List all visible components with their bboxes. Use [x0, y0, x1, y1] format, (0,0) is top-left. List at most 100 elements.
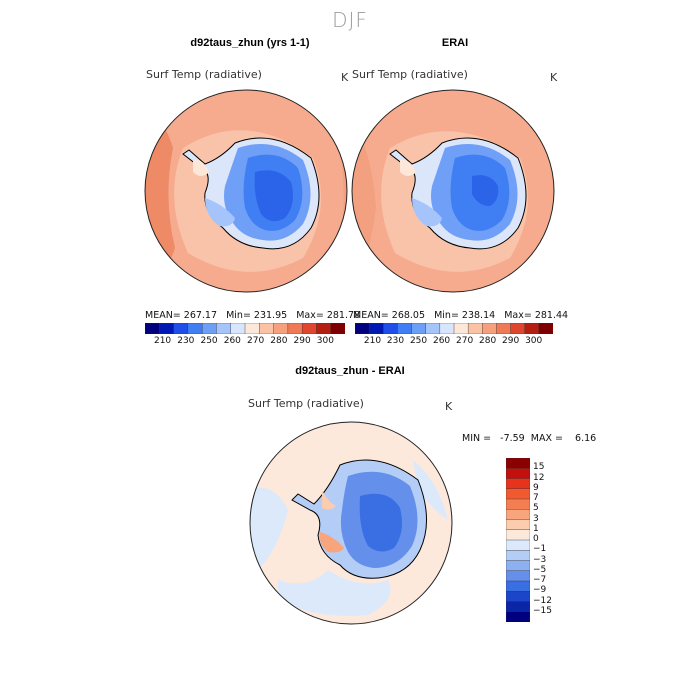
obs-stats: MEAN= 268.05 Min= 238.14 Max= 281.44 [353, 310, 569, 321]
colorbar-tick-label: 210 [363, 336, 382, 346]
diff-colorbar-tick-label: 3 [533, 513, 539, 524]
diff-colorbar-swatch-10 [506, 560, 530, 572]
diff-colorbar-tick-label: −7 [533, 575, 547, 585]
colorbar-swatch-1-9 [273, 323, 289, 334]
diff-colorbar-swatch-1 [506, 468, 530, 480]
diff-variable-label: Surf Temp (radiative) [248, 397, 364, 410]
model-colorbar-ticks: 210 230 250 260 270 280 290 300 [145, 336, 345, 348]
diff-polar-map [249, 421, 453, 625]
colorbar-tick-label: 230 [177, 336, 195, 346]
colorbar-swatch-1-1 [159, 323, 175, 334]
model-variable-label: Surf Temp (radiative) [146, 68, 262, 81]
diff-colorbar-tick-label: −1 [533, 544, 547, 555]
obs-polar-map [351, 89, 555, 293]
diff-colorbar-swatch-15 [506, 611, 530, 622]
diff-colorbar-swatch-9 [506, 550, 530, 562]
diff-colorbar-tick-label: 7 [533, 493, 539, 503]
colorbar-swatch-1-8 [259, 323, 275, 334]
colorbar-tick-label: 280 [479, 336, 497, 346]
obs-units-label: K [550, 71, 558, 84]
colorbar-tick-label: 290 [293, 336, 311, 346]
diff-colorbar-swatch-8 [506, 539, 530, 551]
diff-colorbar-tick-label: −3 [533, 554, 547, 565]
diff-stats: MIN = -7.59 MAX = 6.16 [462, 433, 597, 444]
obs-ice-cold-3 [472, 175, 499, 206]
obs-colorbar-ticks: 210 230 250 260 270 280 290 300 [355, 336, 553, 348]
colorbar-swatch-2-12 [524, 323, 540, 334]
model-peninsula-tip [193, 159, 209, 176]
diff-colorbar-tick-label: 15 [533, 462, 545, 473]
colorbar-tick-label: 270 [456, 336, 474, 346]
colorbar-swatch-1-13 [330, 323, 345, 334]
colorbar-swatch-2-11 [510, 323, 526, 334]
diff-colorbar-ticks: 15 12 9 7 5 3 1 0 −1 −3 −5 −7 −9 −12 −15 [533, 458, 573, 622]
diff-units-label: K [445, 400, 453, 413]
diff-colorbar-swatch-6 [506, 519, 530, 531]
colorbar-swatch-2-7 [453, 323, 469, 334]
diff-colorbar-swatch-11 [506, 570, 530, 582]
colorbar-swatch-1-12 [316, 323, 332, 334]
diff-colorbar-swatch-3 [506, 488, 530, 500]
diff-ross-warm-bias [319, 532, 344, 553]
diff-peninsula-warm [322, 490, 336, 510]
colorbar-swatch-2-5 [425, 323, 441, 334]
model-units-label: K [341, 71, 349, 84]
colorbar-swatch-2-0 [355, 323, 370, 334]
diff-colorbar-swatch-5 [506, 509, 530, 521]
diff-colorbar-swatch-14 [506, 601, 530, 613]
colorbar-tick-label: 250 [409, 336, 428, 346]
colorbar-swatch-2-9 [482, 323, 498, 334]
diff-colorbar-swatch-7 [506, 529, 530, 541]
colorbar-swatch-2-8 [467, 323, 483, 334]
colorbar-tick-label: 210 [153, 336, 172, 346]
diff-colorbar-tick-label: −15 [533, 605, 552, 616]
colorbar-swatch-1-7 [244, 323, 260, 334]
colorbar-swatch-1-3 [187, 323, 203, 334]
colorbar-swatch-1-6 [230, 323, 246, 334]
obs-peninsula-tip [400, 159, 416, 176]
colorbar-swatch-1-2 [173, 323, 189, 334]
diff-colorbar-tick-label: 5 [533, 503, 539, 514]
colorbar-swatch-1-0 [145, 323, 160, 334]
diff-colorbar-swatch-0 [506, 458, 530, 469]
colorbar-swatch-2-1 [368, 323, 384, 334]
diff-colorbar-tick-label: 1 [533, 523, 539, 534]
diff-colorbar-tick-label: −9 [533, 585, 547, 596]
colorbar-swatch-2-2 [383, 323, 399, 334]
diff-ice-bias-2 [359, 493, 402, 552]
colorbar-tick-label: 230 [386, 336, 405, 346]
colorbar-tick-label: 260 [223, 336, 241, 346]
obs-ross-shelf [412, 198, 442, 227]
diff-cool-south [278, 570, 391, 616]
diff-colorbar-tick-label: 0 [533, 534, 539, 544]
model-stats: MEAN= 267.17 Min= 231.95 Max= 281.78 [145, 310, 361, 321]
colorbar-tick-label: 250 [200, 336, 218, 346]
model-ice-cold-3 [254, 170, 293, 222]
colorbar-tick-label: 280 [270, 336, 288, 346]
colorbar-swatch-2-6 [439, 323, 455, 334]
colorbar-tick-label: 300 [525, 336, 543, 346]
obs-panel-title: ERAI [441, 37, 469, 49]
colorbar-swatch-2-4 [411, 323, 427, 334]
obs-colorbar [355, 323, 553, 334]
diff-colorbar-swatch-2 [506, 478, 530, 490]
diff-colorbar-swatch-4 [506, 498, 530, 510]
colorbar-swatch-1-11 [301, 323, 318, 334]
diff-colorbar-tick-label: −5 [533, 564, 547, 575]
model-polar-map [144, 89, 348, 293]
figure-super-title: DJF [332, 8, 368, 32]
model-panel-title: d92taus_zhun (yrs 1-1) [190, 37, 310, 49]
diff-cool-west [250, 487, 288, 570]
colorbar-tick-label: 300 [316, 336, 334, 346]
obs-variable-label: Surf Temp (radiative) [352, 68, 468, 81]
colorbar-swatch-1-5 [216, 323, 232, 334]
colorbar-swatch-1-4 [201, 323, 218, 334]
colorbar-swatch-1-10 [287, 323, 303, 334]
colorbar-swatch-2-13 [538, 323, 553, 334]
diff-colorbar-swatch-13 [506, 591, 530, 603]
diff-colorbar [506, 458, 530, 622]
diff-cool-east [413, 460, 448, 520]
model-colorbar [145, 323, 345, 334]
diff-panel-title: d92taus_zhun - ERAI [295, 365, 405, 377]
colorbar-tick-label: 270 [247, 336, 265, 346]
